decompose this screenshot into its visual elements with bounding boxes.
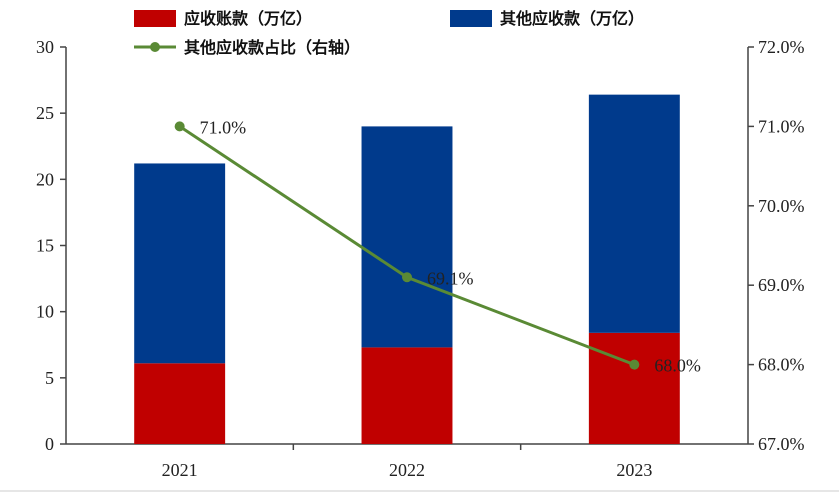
legend: 应收账款（万亿） 其他应收款（万亿） 其他应收款占比（右轴） bbox=[134, 9, 644, 57]
legend-swatch-share-marker bbox=[150, 42, 160, 52]
bar-receivables bbox=[588, 332, 680, 444]
share-point bbox=[402, 272, 412, 283]
share-point bbox=[174, 121, 185, 132]
legend-swatch-receivables bbox=[134, 10, 176, 27]
left-tick-label: 25 bbox=[36, 103, 54, 123]
bar-other-receivables bbox=[134, 163, 226, 364]
right-tick-label: 71.0% bbox=[758, 116, 805, 136]
left-tick-label: 15 bbox=[36, 236, 54, 256]
bar-receivables bbox=[134, 363, 226, 444]
right-tick-label: 68.0% bbox=[758, 355, 805, 375]
share-data-label: 69.1% bbox=[427, 268, 474, 288]
bar-other-receivables bbox=[361, 126, 453, 348]
legend-label-other-receivables: 其他应收款（万亿） bbox=[500, 9, 644, 28]
left-tick-label: 0 bbox=[45, 434, 54, 454]
left-tick-label: 30 bbox=[36, 37, 54, 57]
left-axis-ticks: 0 5 10 15 20 25 30 bbox=[36, 37, 66, 454]
share-point bbox=[629, 359, 640, 370]
right-axis-ticks: 67.0% 68.0% 69.0% 70.0% 71.0% 72.0% bbox=[748, 37, 805, 454]
left-tick-label: 20 bbox=[36, 169, 54, 189]
legend-label-receivables: 应收账款（万亿） bbox=[184, 9, 312, 28]
right-tick-label: 69.0% bbox=[758, 275, 805, 295]
right-tick-label: 70.0% bbox=[758, 196, 805, 216]
x-tick-label: 2021 bbox=[162, 460, 198, 480]
right-tick-label: 72.0% bbox=[758, 37, 805, 57]
share-data-label: 71.0% bbox=[200, 117, 247, 137]
share-data-label: 68.0% bbox=[654, 356, 701, 376]
right-tick-label: 67.0% bbox=[758, 434, 805, 454]
legend-swatch-other-receivables bbox=[450, 10, 492, 27]
left-tick-label: 5 bbox=[45, 368, 54, 388]
x-tick-label: 2023 bbox=[616, 460, 652, 480]
x-tick-label: 2022 bbox=[389, 460, 425, 480]
x-axis-ticks: 2021 2022 2023 bbox=[162, 444, 652, 480]
share-line-series: 71.0% 69.1% 68.0% bbox=[174, 117, 701, 376]
legend-label-share: 其他应收款占比（右轴） bbox=[184, 38, 360, 57]
bars bbox=[134, 94, 680, 444]
bar-receivables bbox=[361, 347, 453, 444]
left-tick-label: 10 bbox=[36, 302, 54, 322]
bar-other-receivables bbox=[588, 94, 680, 333]
